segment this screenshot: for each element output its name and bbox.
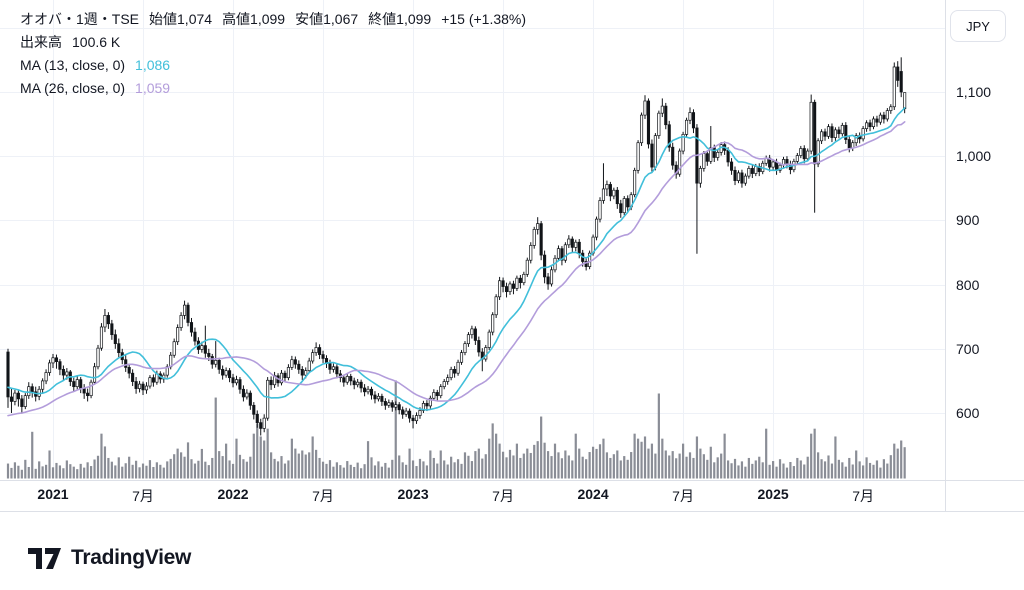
volume-label: 出来高 xyxy=(20,34,62,50)
time-axis-label: 7月 xyxy=(312,488,334,504)
time-axis-label: 7月 xyxy=(132,488,154,504)
high-value: 高値1,099 xyxy=(222,11,286,27)
open-value: 始値1,074 xyxy=(149,11,213,27)
ma26-value: 1,059 xyxy=(135,80,171,96)
time-axis-label: 7月 xyxy=(492,488,514,504)
price-axis-label: 800 xyxy=(956,276,980,293)
time-axis-label: 2021 xyxy=(37,486,69,502)
tradingview-logo-text[interactable]: TradingView xyxy=(71,546,192,569)
price-axis[interactable]: 1,100 1,000 900 800 700 600 xyxy=(946,0,1024,512)
time-axis-label: 7月 xyxy=(852,488,875,504)
change-value: +15 (+1.38%) xyxy=(441,11,527,27)
time-axis-label: 2025 xyxy=(757,486,789,502)
symbol-row: オオバ・1週・TSE 始値1,074 高値1,099 安値1,067 終値1,0… xyxy=(20,11,526,28)
price-axis-label: 700 xyxy=(956,340,980,357)
ma26-row[interactable]: MA (26, close, 0) 1,059 xyxy=(20,80,526,97)
ma13-label: MA (13, close, 0) xyxy=(20,57,126,73)
volume-row: 出来高 100.6 K xyxy=(20,34,526,51)
time-axis[interactable]: 2021 7月 2022 7月 2023 7月 2024 7月 2025 7月 xyxy=(0,480,1024,512)
ma26-label: MA (26, close, 0) xyxy=(20,80,126,96)
footer: TradingView xyxy=(28,546,191,570)
price-axis-label: 600 xyxy=(956,405,980,421)
price-axis-label: 900 xyxy=(956,212,980,229)
time-axis-label: 2023 xyxy=(397,486,429,502)
low-value: 安値1,067 xyxy=(295,11,359,27)
ma13-value: 1,086 xyxy=(135,57,171,73)
candlestick-chart-canvas[interactable] xyxy=(0,0,1024,512)
ma13-row[interactable]: MA (13, close, 0) 1,086 xyxy=(20,57,526,74)
time-axis-label: 2024 xyxy=(577,486,609,502)
time-axis-label: 7月 xyxy=(672,488,694,504)
close-value: 終値1,099 xyxy=(368,11,432,27)
price-axis-label: 1,000 xyxy=(956,148,992,165)
currency-button[interactable]: JPY xyxy=(950,10,1006,42)
time-axis-label: 2022 xyxy=(217,486,249,502)
price-axis-label: 1,100 xyxy=(956,84,992,100)
volume-value: 100.6 K xyxy=(72,34,121,50)
symbol-title[interactable]: オオバ・1週・TSE xyxy=(20,11,140,27)
tradingview-logo-icon xyxy=(28,547,61,569)
chart-legend: オオバ・1週・TSE 始値1,074 高値1,099 安値1,067 終値1,0… xyxy=(20,11,526,103)
